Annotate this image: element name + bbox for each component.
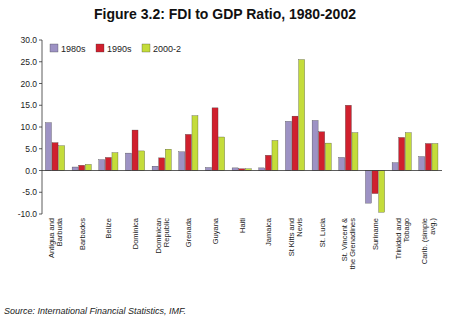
x-tick-label: Trinidad andTobago (394, 218, 411, 259)
bar (292, 116, 298, 170)
y-tick-label: -5.0 (22, 187, 37, 197)
legend-swatch (50, 44, 58, 52)
legend-swatch (142, 44, 150, 52)
bar (272, 140, 278, 170)
bar (212, 108, 218, 171)
bar (345, 105, 351, 170)
y-tick-label: 5.0 (25, 144, 37, 154)
bar (99, 160, 105, 171)
x-tick-label: Suriname (371, 218, 380, 250)
bar (185, 134, 191, 170)
bar (105, 157, 111, 170)
bar (419, 157, 425, 171)
bar (312, 120, 318, 170)
y-tick (39, 214, 42, 215)
bar (425, 144, 431, 171)
bar (112, 153, 118, 171)
legend-label: 2000-2 (153, 44, 181, 54)
bar (379, 171, 385, 213)
x-axis (42, 170, 442, 171)
bar (339, 157, 345, 170)
bar (319, 132, 325, 171)
bar (179, 152, 185, 171)
bar (365, 171, 371, 204)
y-tick-label: -10.0 (18, 209, 38, 219)
legend-label: 1980s (61, 44, 86, 54)
bar (372, 171, 378, 194)
bars (45, 60, 438, 213)
x-tick-label: Antigua andBarbuda (47, 217, 64, 258)
source: Source: International Financial Statisti… (4, 306, 186, 316)
y-tick (39, 61, 42, 62)
y-tick-label: 0.0 (25, 166, 37, 176)
bar (85, 164, 91, 170)
bar (399, 137, 405, 170)
bar (352, 133, 358, 171)
y-tick (39, 83, 42, 84)
bar (205, 167, 211, 170)
bar (432, 144, 438, 171)
x-tick-label: St Kitts andNevis (287, 218, 304, 257)
y-tick (39, 127, 42, 128)
bar (299, 60, 305, 171)
x-tick-label: Grenada (184, 217, 193, 247)
bar (219, 137, 225, 170)
y-tick-label: 25.0 (20, 57, 37, 67)
y-tick-label: 20.0 (20, 79, 37, 89)
x-tick-label: St. Lucia (318, 217, 327, 247)
y-tick (39, 148, 42, 149)
bar (79, 165, 85, 170)
bar (159, 158, 165, 171)
bar (392, 163, 398, 171)
y-tick (39, 192, 42, 193)
bar (152, 166, 158, 170)
y-tick (39, 170, 42, 171)
x-tick-label: Belize (104, 218, 113, 238)
bar (285, 121, 291, 170)
bar (52, 143, 58, 171)
x-tick-label: Dominica (131, 217, 140, 249)
x-tick-label: Barbados (78, 218, 87, 250)
x-tick-label: Jamaica (264, 217, 273, 246)
bar (192, 116, 198, 171)
y-tick (39, 105, 42, 106)
x-tick-label: Haiti (238, 218, 247, 233)
chart: Figure 3.2: FDI to GDP Ratio, 1980-2002 -… (0, 0, 450, 320)
bar (139, 151, 145, 171)
bar (265, 155, 271, 170)
x-tick-label: DominicanRepublic (154, 218, 171, 254)
y-tick-label: 15.0 (20, 100, 37, 110)
bar (45, 123, 51, 171)
legend-swatch (96, 44, 104, 52)
x-tick-label: St. Vincent &the Grenadines (340, 218, 357, 270)
bar (405, 133, 411, 171)
bar (72, 167, 78, 170)
y-tick-label: 10.0 (20, 122, 37, 132)
x-tick-label: Guyana (211, 217, 220, 244)
bar (125, 153, 131, 170)
bar (165, 149, 171, 170)
bar (132, 130, 138, 170)
y-tick-label: 30.0 (20, 35, 37, 45)
title: Figure 3.2: FDI to GDP Ratio, 1980-2002 (94, 6, 356, 22)
x-tick-label: Carib. (simpleavg.) (420, 218, 437, 265)
legend-label: 1990s (107, 44, 132, 54)
bar (59, 146, 65, 171)
y-tick (39, 40, 42, 41)
bar (325, 143, 331, 170)
